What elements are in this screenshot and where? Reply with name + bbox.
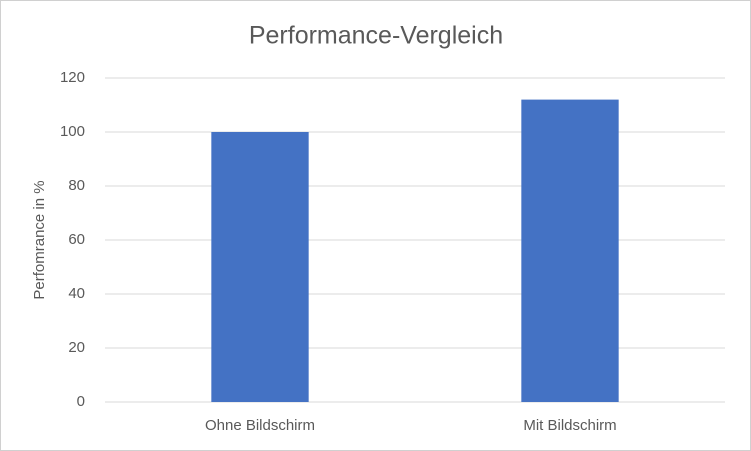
y-tick-label: 60 (68, 231, 85, 248)
y-tick-label: 120 (60, 69, 85, 86)
x-tick-label: Ohne Bildschirm (205, 417, 315, 434)
y-tick-label: 100 (60, 123, 85, 140)
y-tick-label: 0 (77, 393, 85, 410)
bar (521, 99, 619, 402)
bar (211, 132, 309, 402)
x-tick-label: Mit Bildschirm (523, 417, 616, 434)
y-axis-label: Perfomrance in % (31, 180, 48, 299)
y-tick-label: 20 (68, 339, 85, 356)
y-tick-label: 80 (68, 177, 85, 194)
chart-title: Performance-Vergleich (249, 22, 503, 50)
y-tick-label: 40 (68, 285, 85, 302)
